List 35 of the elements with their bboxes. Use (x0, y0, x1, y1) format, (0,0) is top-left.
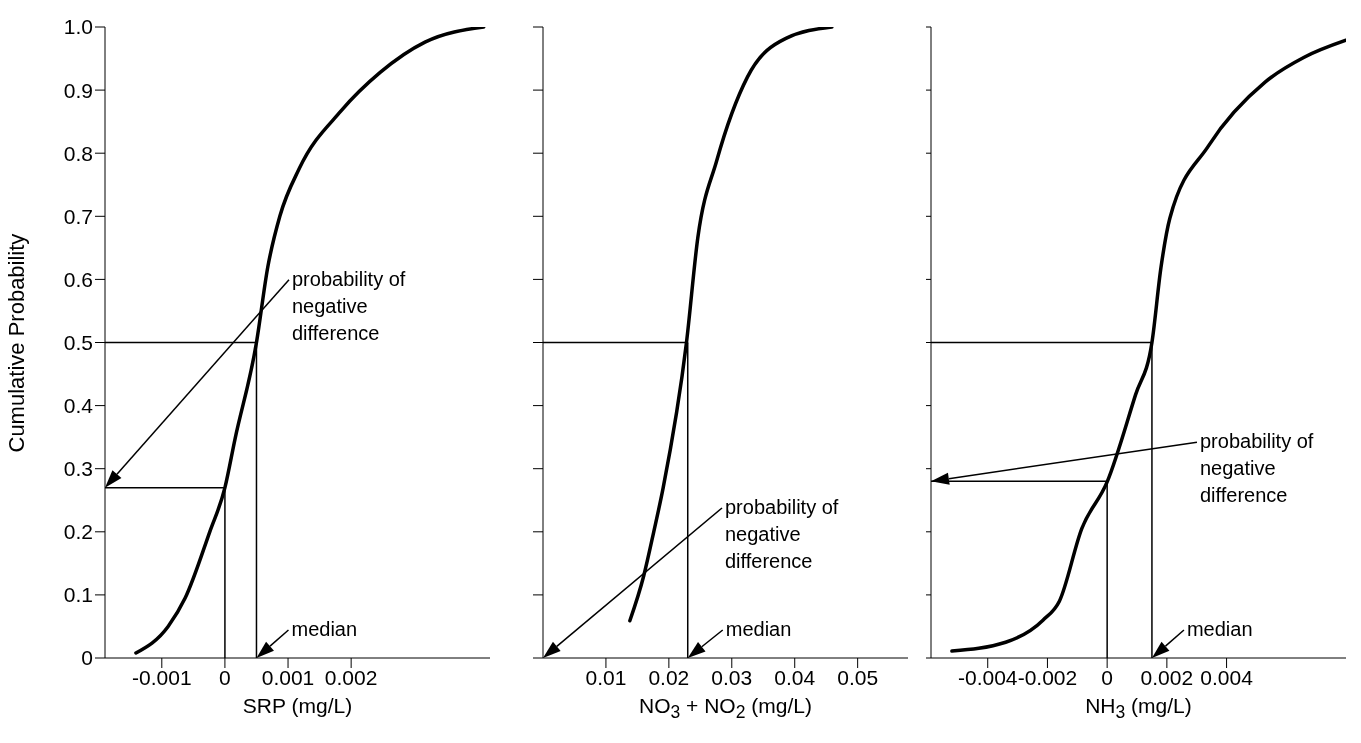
annotation: median (725, 617, 793, 642)
x-tick-label: 0.004 (1200, 665, 1254, 689)
y-tick-label: 0 (81, 646, 93, 670)
y-axis-title: Cumulative Probability (3, 233, 29, 453)
y-tick-label: 0.3 (63, 457, 93, 481)
x-tick-label: 0 (1101, 665, 1113, 689)
x-axis-title: NH$_{3}$ (mg/L) (1084, 694, 1193, 724)
x-tick-label: 0.02 (648, 665, 690, 689)
x-tick-label: 0.05 (837, 665, 879, 689)
x-tick-label: 0 (219, 665, 231, 689)
x-tick-label: -0.004 (957, 665, 1018, 689)
x-tick-label: 0.002 (1140, 665, 1194, 689)
x-tick-label: -0.001 (132, 665, 192, 689)
y-tick-label: 0.8 (63, 141, 93, 165)
y-tick-label: 0.4 (63, 394, 94, 418)
x-tick-label: 0.01 (585, 665, 627, 689)
annotation: median (291, 617, 359, 642)
y-tick-label: 1.0 (63, 15, 93, 39)
x-tick-label: 0.001 (261, 665, 315, 689)
annotation: probability of negative difference (292, 266, 407, 346)
annotation: probability of negative difference (725, 495, 840, 574)
x-axis-title: NO$_{3}$ + NO$_{2}$ (mg/L) (638, 694, 813, 724)
y-tick-label: 0.6 (63, 267, 93, 291)
x-tick-label: 0.002 (324, 665, 378, 689)
y-tick-label: 0.5 (63, 330, 93, 354)
x-tick-label: 0.04 (774, 665, 816, 689)
x-tick-label: -0.002 (1017, 665, 1078, 689)
y-tick-label: 0.2 (63, 520, 93, 544)
y-tick-label: 0.7 (63, 204, 93, 228)
annotation: median (1186, 617, 1254, 642)
x-tick-label: 0.03 (711, 665, 753, 689)
y-tick-label: 0.1 (63, 583, 93, 607)
y-tick-label: 0.9 (63, 78, 93, 102)
x-axis-title: SRP (mg/L) (241, 694, 354, 718)
annotation: probability of negative difference (1200, 429, 1315, 509)
